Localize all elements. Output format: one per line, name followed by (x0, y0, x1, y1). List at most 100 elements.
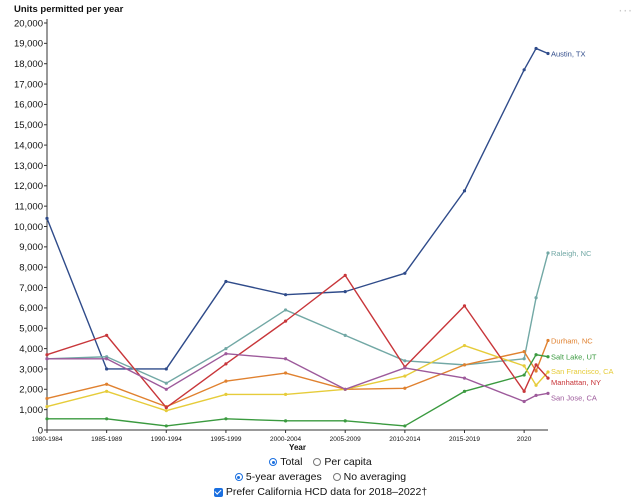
data-point (534, 296, 538, 300)
five-year-averages-radio-option[interactable]: 5-year averages (234, 471, 322, 483)
data-point (224, 417, 228, 421)
y-tick-label: 16,000 (14, 100, 43, 111)
series-label: Raleigh, NC (551, 249, 592, 258)
data-point (403, 386, 407, 390)
data-point (522, 364, 526, 368)
no-averaging-label: No averaging (343, 471, 407, 483)
x-tick-label: 1980-1984 (31, 436, 62, 443)
data-point (283, 319, 288, 323)
y-tick-label: 1,000 (19, 405, 43, 416)
y-tick-label: 11,000 (15, 201, 43, 212)
y-tick-label: 18,000 (14, 59, 43, 70)
data-point (105, 367, 109, 371)
y-tick-label: 20,000 (14, 18, 43, 29)
data-point (546, 51, 550, 56)
x-tick-label: 2015-2019 (449, 436, 480, 443)
data-point (343, 333, 347, 337)
data-point (283, 308, 288, 312)
data-point (283, 357, 288, 361)
x-tick-label: 2020 (517, 436, 532, 443)
data-point (343, 273, 347, 277)
series-label: Salt Lake, UT (551, 353, 597, 362)
data-point (522, 350, 526, 354)
data-point (164, 381, 168, 385)
data-point (164, 406, 168, 410)
hcd-preference-option[interactable]: Prefer California HCD data for 2018–2022… (213, 486, 427, 498)
series-line (46, 274, 549, 409)
data-point (283, 392, 288, 396)
per-capita-radio-icon[interactable] (313, 458, 322, 466)
data-point (224, 362, 228, 366)
series-line (46, 47, 549, 370)
measure-radio-group: Total Per capita (0, 456, 641, 469)
data-point (534, 383, 538, 387)
total-radio-icon[interactable] (269, 458, 278, 466)
data-point (534, 46, 538, 51)
y-tick-label: 10,000 (14, 222, 43, 233)
y-tick-label: 5,000 (19, 324, 43, 335)
data-point (343, 387, 347, 391)
series-line (47, 352, 549, 403)
data-point (343, 419, 347, 423)
x-tick-label: 2000-2004 (270, 436, 301, 443)
y-axis-title: Units permitted per year (14, 4, 124, 15)
data-point (546, 370, 550, 374)
data-point (462, 304, 467, 308)
five-year-averages-label: 5-year averages (245, 471, 322, 483)
x-axis-title: Year (289, 443, 306, 452)
series-label: Durham, NC (551, 336, 593, 345)
data-point (534, 393, 538, 398)
y-tick-label: 15,000 (14, 120, 43, 131)
data-point (534, 353, 538, 357)
series-label: San Jose, CA (551, 393, 597, 402)
data-point (105, 333, 109, 337)
hcd-checkbox-icon[interactable] (213, 487, 223, 497)
data-point (522, 68, 526, 72)
y-tick-label: 9,000 (19, 242, 43, 253)
data-point (522, 357, 526, 361)
data-point (403, 374, 407, 378)
series-line (46, 344, 549, 412)
line-chart: Units permitted per year 0 1,000 2,000 3,000… (14, 4, 614, 452)
y-tick-label: 6,000 (19, 303, 43, 314)
y-tick-label: 2,000 (19, 385, 43, 396)
data-point (546, 251, 550, 255)
data-point (45, 216, 49, 220)
series-label: San Francisco, CA (551, 367, 614, 376)
data-point (164, 409, 168, 413)
data-point (462, 189, 467, 193)
per-capita-radio-label: Per capita (324, 456, 372, 468)
data-point (403, 271, 407, 275)
data-point (546, 338, 550, 343)
data-point (105, 389, 109, 393)
data-point (283, 419, 288, 423)
data-point (522, 389, 526, 393)
y-tick-label: 4,000 (19, 344, 43, 355)
data-point (522, 373, 526, 377)
data-point (224, 347, 228, 351)
y-tick-label: 8,000 (19, 263, 43, 274)
y-tick-label: 3,000 (19, 364, 43, 375)
no-averaging-radio-icon[interactable] (332, 473, 341, 481)
data-point (546, 391, 550, 395)
more-dots-icon[interactable]: ··· (618, 4, 633, 18)
total-radio-option[interactable]: Total (269, 456, 302, 468)
y-tick-label: 17,000 (14, 79, 43, 90)
y-tick-label: 0 (38, 425, 43, 436)
series-label: Manhattan, NY (551, 378, 601, 387)
y-tick-label: 7,000 (19, 283, 43, 294)
data-point (534, 363, 538, 367)
per-capita-radio-option[interactable]: Per capita (313, 456, 372, 468)
data-point (534, 369, 538, 373)
data-point (462, 363, 467, 367)
data-point (462, 343, 467, 348)
no-averaging-radio-option[interactable]: No averaging (332, 471, 407, 483)
data-point (462, 376, 467, 380)
data-point (283, 371, 288, 375)
data-point (343, 290, 347, 294)
x-tick-label: 2010-2014 (389, 436, 420, 443)
five-year-averages-radio-icon[interactable] (234, 473, 243, 481)
y-tick-label: 14,000 (14, 140, 43, 151)
data-point (403, 424, 407, 428)
series-label: Austin, TX (551, 50, 585, 59)
